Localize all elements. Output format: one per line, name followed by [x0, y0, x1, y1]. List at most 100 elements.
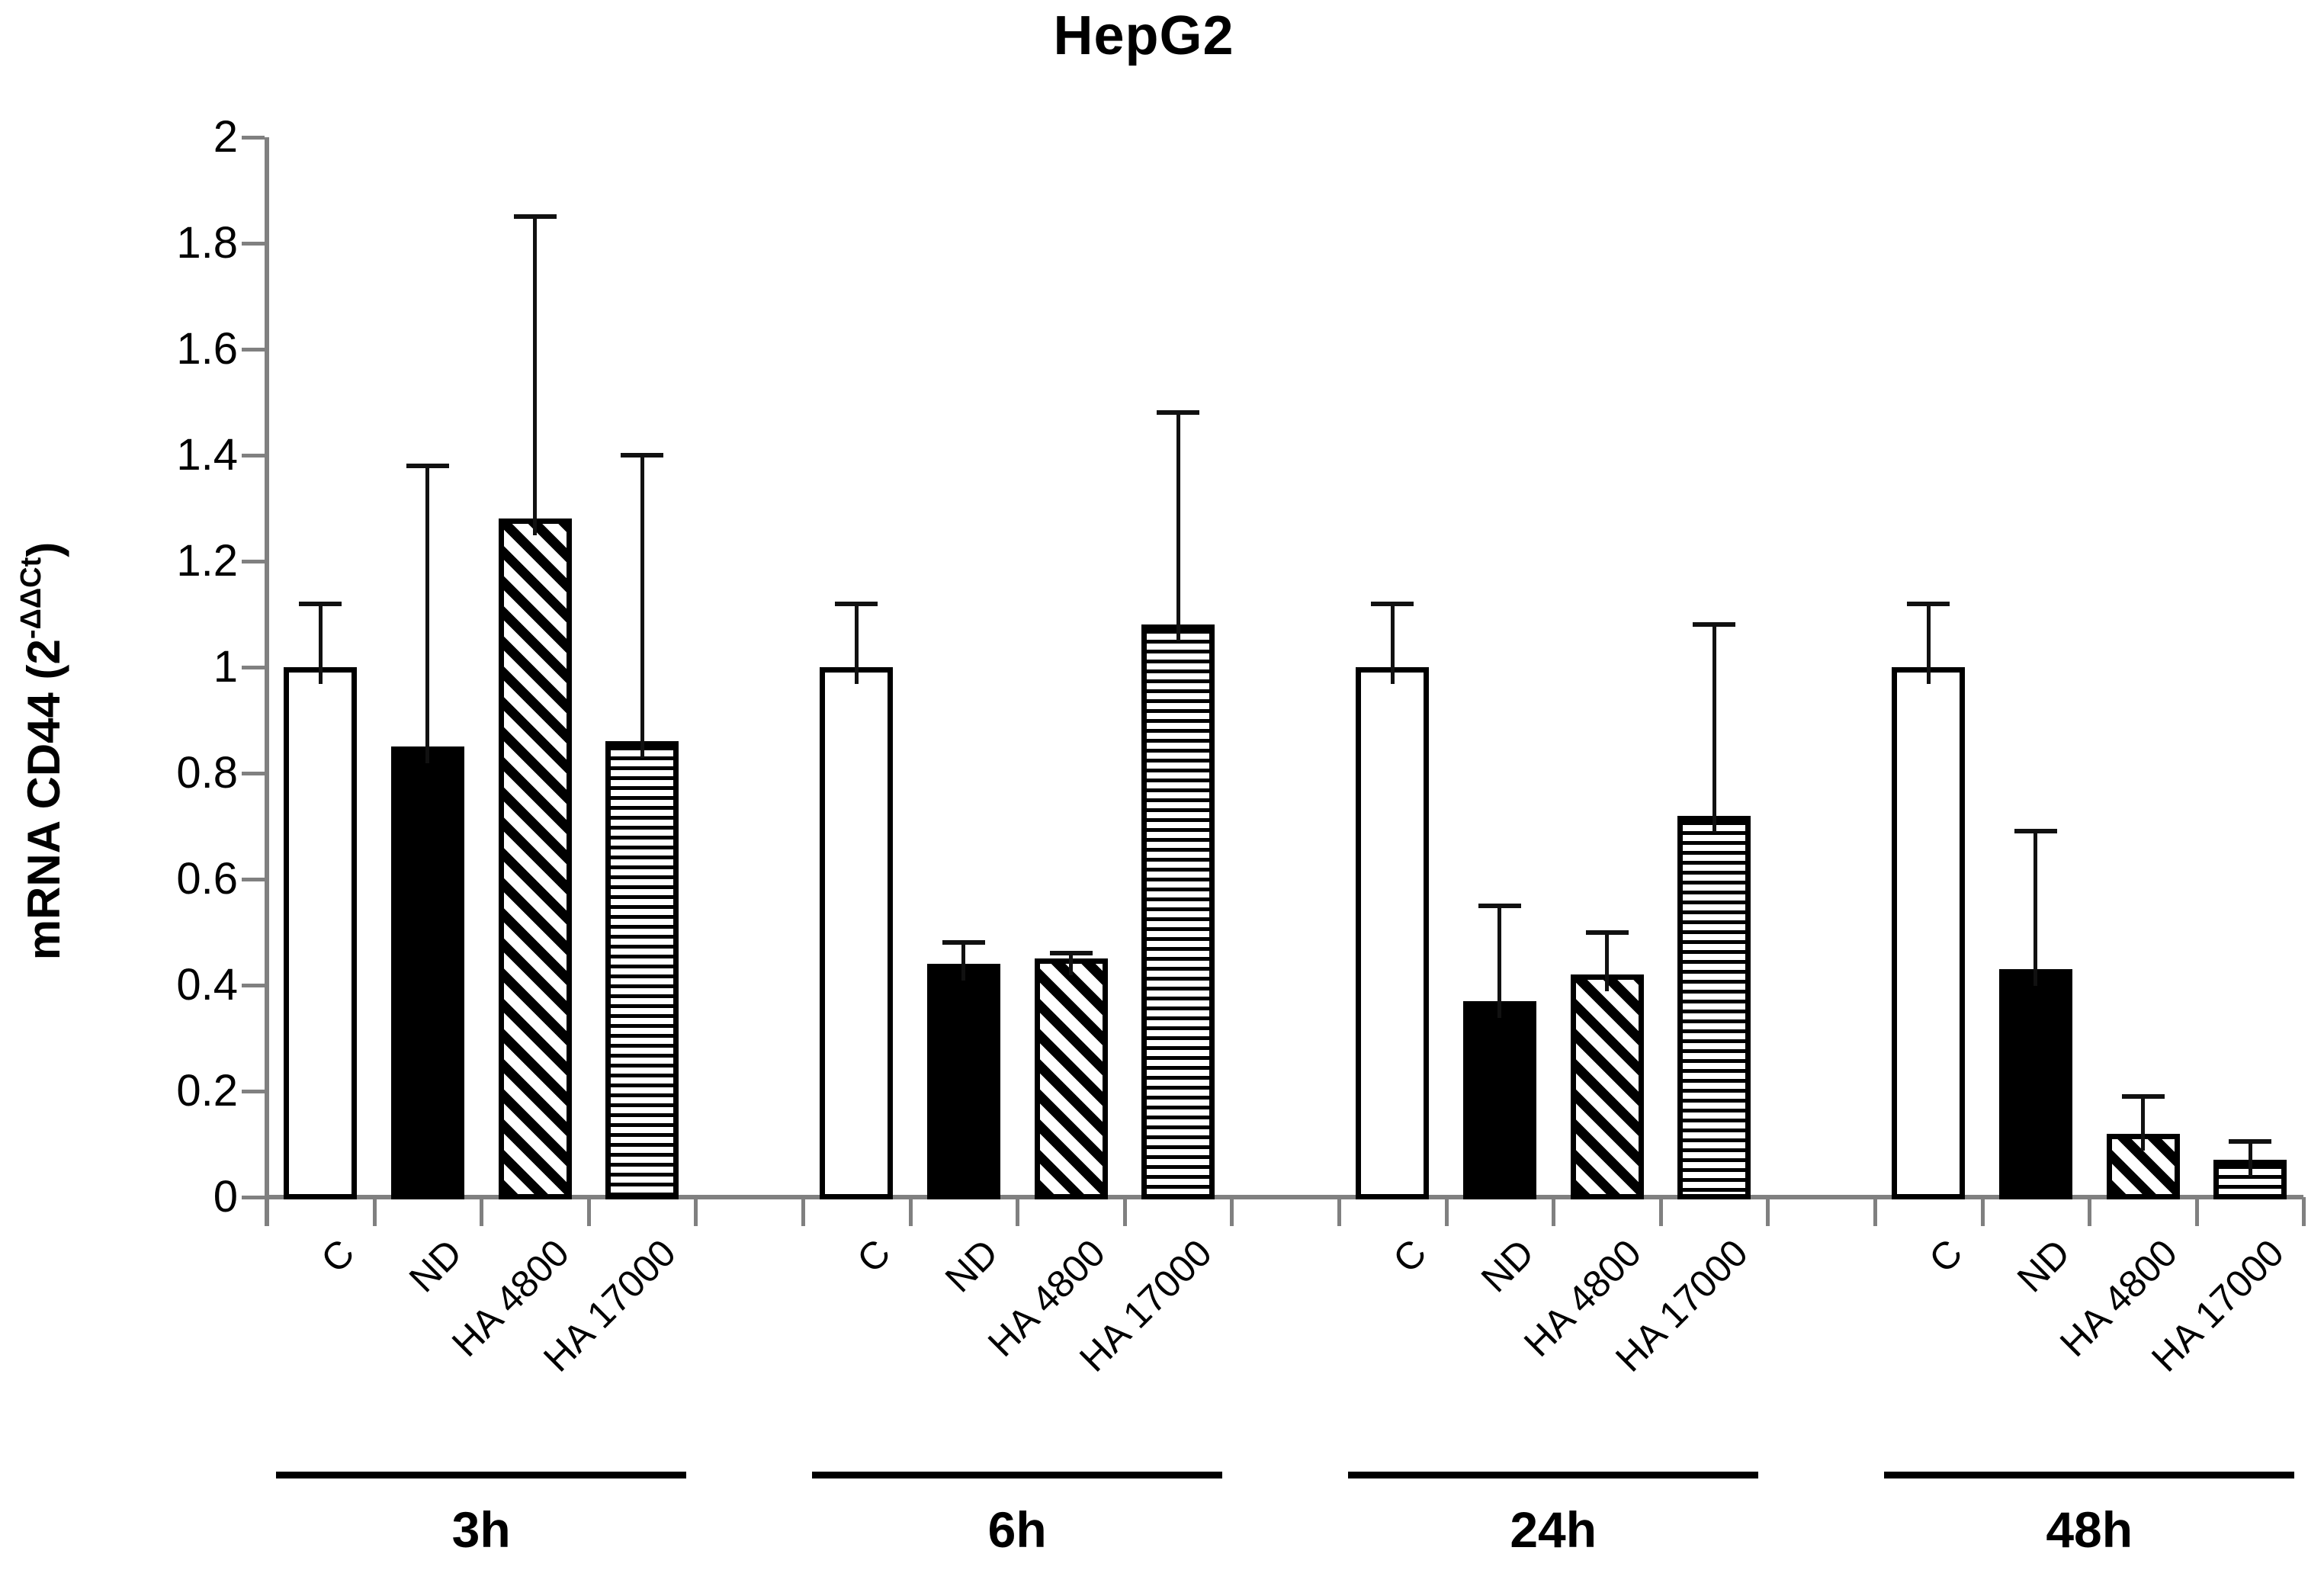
bar-6h-ha-17000	[1141, 624, 1215, 1199]
bar-3h-ha-17000	[605, 741, 679, 1199]
y-tick-label: 1.6	[176, 324, 238, 374]
x-tick-mark	[2194, 1197, 2199, 1226]
error-bar-cap-6h-ha-17000	[1157, 410, 1200, 416]
bar-48h-ha-17000	[2213, 1160, 2287, 1199]
error-bar-cap-3h-ha-4800	[513, 214, 557, 220]
group-label-6h: 6h	[987, 1501, 1047, 1558]
bar-24h-nd	[1462, 1000, 1536, 1199]
category-label-3h-nd: ND	[400, 1231, 470, 1301]
error-bar-line-48h-ha-4800	[2141, 1096, 2145, 1151]
error-bar-cap-6h-nd	[942, 940, 985, 946]
y-tick-label: 1	[213, 642, 238, 692]
y-tick-mark	[242, 666, 265, 669]
x-axis-line	[265, 1195, 2304, 1199]
error-bar-line-6h-ha-17000	[1176, 413, 1180, 642]
y-tick-label: 0.8	[176, 748, 238, 798]
category-label-24h-nd: ND	[1472, 1231, 1542, 1301]
error-bar-line-6h-nd	[961, 942, 966, 981]
error-bar-cap-48h-c	[1907, 601, 1950, 606]
group-label-24h: 24h	[1510, 1501, 1597, 1558]
category-label-48h-nd: ND	[2008, 1231, 2078, 1301]
error-bar-line-48h-c	[1926, 603, 1931, 684]
error-bar-line-6h-ha-4800	[1069, 953, 1073, 976]
y-tick-label: 0.6	[176, 854, 238, 904]
error-bar-cap-48h-ha-4800	[2121, 1093, 2165, 1099]
y-tick-label: 2	[213, 112, 238, 162]
bar-24h-c	[1356, 667, 1430, 1199]
error-bar-line-6h-c	[854, 603, 859, 684]
bar-6h-ha-4800	[1034, 958, 1108, 1199]
x-tick-mark	[1552, 1197, 1556, 1226]
error-bar-line-48h-ha-17000	[2248, 1141, 2252, 1177]
error-bar-cap-24h-nd	[1478, 903, 1521, 908]
bar-3h-c	[284, 667, 358, 1199]
x-tick-mark	[1873, 1197, 1877, 1226]
error-bar-line-3h-nd	[425, 465, 430, 764]
y-tick-mark	[242, 1090, 265, 1093]
x-tick-mark	[2088, 1197, 2092, 1226]
group-label-48h: 48h	[2046, 1501, 2133, 1558]
y-tick-mark	[242, 878, 265, 881]
y-tick-mark	[242, 1196, 265, 1199]
error-bar-cap-24h-ha-4800	[1585, 929, 1629, 935]
y-tick-label: 0	[213, 1172, 238, 1222]
y-tick-mark	[242, 348, 265, 352]
category-label-3h-c: C	[313, 1231, 363, 1281]
y-tick-mark	[242, 560, 265, 563]
x-tick-mark	[801, 1197, 805, 1226]
error-bar-line-24h-ha-4800	[1605, 932, 1609, 992]
y-tick-label: 1.4	[176, 430, 238, 480]
x-tick-mark	[1016, 1197, 1020, 1226]
y-tick-mark	[242, 772, 265, 775]
x-tick-mark	[908, 1197, 913, 1226]
y-tick-label: 0.4	[176, 960, 238, 1010]
error-bar-cap-6h-c	[835, 601, 878, 606]
bar-6h-c	[820, 667, 894, 1199]
y-tick-mark	[242, 984, 265, 987]
error-bar-cap-24h-ha-17000	[1693, 622, 1736, 628]
x-tick-mark	[1230, 1197, 1234, 1226]
group-label-3h: 3h	[451, 1501, 511, 1558]
x-tick-mark	[1122, 1197, 1127, 1226]
bar-24h-ha-4800	[1570, 974, 1644, 1199]
error-bar-cap-3h-c	[299, 601, 342, 606]
bar-3h-nd	[390, 746, 464, 1199]
x-tick-mark	[480, 1197, 484, 1226]
bar-24h-ha-17000	[1677, 815, 1751, 1199]
y-tick-label: 1.8	[176, 218, 238, 268]
error-bar-cap-3h-ha-17000	[621, 453, 664, 458]
category-label-24h-c: C	[1385, 1231, 1435, 1281]
group-underline-48h	[1884, 1472, 2295, 1478]
error-bar-line-24h-nd	[1497, 905, 1502, 1018]
x-tick-mark	[1980, 1197, 1985, 1226]
error-bar-cap-48h-nd	[2014, 829, 2057, 834]
x-tick-mark	[2302, 1197, 2306, 1226]
y-tick-mark	[242, 136, 265, 140]
y-tick-label: 0.2	[176, 1066, 238, 1116]
x-tick-mark	[1766, 1197, 1770, 1226]
error-bar-line-3h-ha-4800	[533, 217, 537, 536]
x-tick-mark	[694, 1197, 698, 1226]
bar-48h-ha-4800	[2106, 1133, 2180, 1199]
error-bar-line-48h-nd	[2034, 831, 2038, 987]
x-tick-mark	[586, 1197, 591, 1226]
bar-6h-nd	[926, 964, 1000, 1199]
group-underline-6h	[812, 1472, 1223, 1478]
error-bar-cap-48h-ha-17000	[2229, 1139, 2272, 1145]
chart-title: HepG2	[1053, 5, 1234, 66]
x-tick-mark	[1444, 1197, 1449, 1226]
y-tick-label: 1.2	[176, 536, 238, 586]
x-tick-mark	[1337, 1197, 1341, 1226]
bar-3h-ha-4800	[498, 518, 572, 1199]
bar-48h-c	[1892, 667, 1966, 1199]
error-bar-cap-3h-nd	[406, 463, 449, 468]
y-tick-mark	[242, 242, 265, 246]
y-axis-line	[265, 137, 269, 1226]
error-bar-line-24h-c	[1390, 603, 1395, 684]
x-tick-mark	[265, 1197, 269, 1226]
error-bar-line-3h-ha-17000	[640, 455, 644, 759]
y-tick-mark	[242, 454, 265, 458]
group-underline-24h	[1348, 1472, 1759, 1478]
category-label-48h-c: C	[1921, 1231, 1971, 1281]
